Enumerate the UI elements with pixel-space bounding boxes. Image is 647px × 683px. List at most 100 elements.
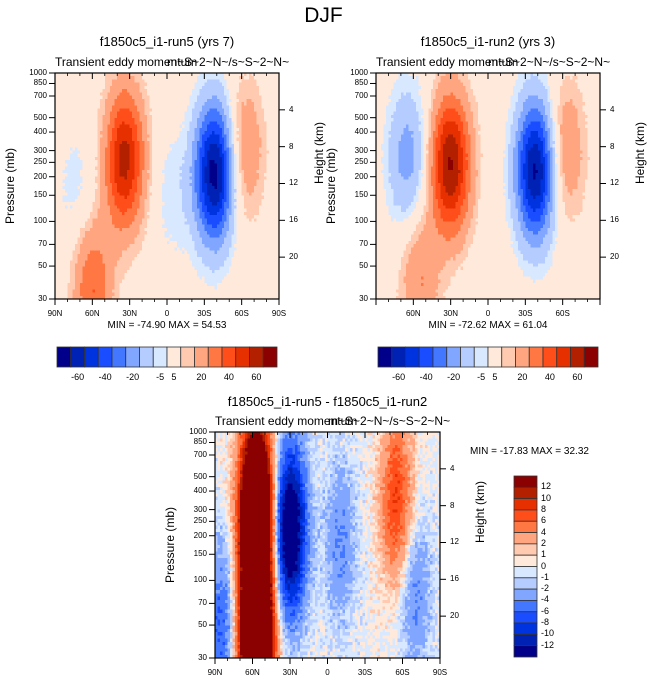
colorbar-label: 40 (544, 372, 555, 382)
y-tick-label: 300 (354, 145, 368, 155)
colorbar-box (513, 611, 538, 624)
y-right-tick-label: 20 (610, 252, 619, 262)
y-tick-label: 850 (33, 78, 47, 88)
y-right-tick-label: 12 (610, 178, 619, 188)
y-right-tick-label: 16 (450, 574, 459, 584)
colorbar-label: 8 (541, 503, 547, 514)
y-tick-label: 70 (38, 239, 47, 249)
colorbar-box (513, 645, 538, 658)
x-tick-label: 90S (271, 309, 287, 318)
colorbar-label: 1 (541, 549, 547, 560)
y-tick-label: 250 (33, 157, 47, 167)
y-tick-label: 70 (198, 598, 207, 608)
colorbar-label: -2 (541, 583, 550, 594)
colorbar-box (513, 486, 538, 500)
x-tick-label: 60S (395, 668, 410, 677)
x-tick-label: 60S (234, 309, 249, 318)
colorbar-label: -6 (541, 605, 550, 616)
left-string: Transient eddy momentum (376, 55, 519, 69)
colorbar-box (513, 475, 538, 488)
colorbar-label: 40 (223, 372, 234, 382)
colorbar-label: -40 (419, 372, 433, 382)
x-tick-label: 0 (325, 668, 330, 677)
y-right-tick-label: 20 (450, 611, 459, 621)
y-tick-label: 500 (193, 471, 207, 481)
colorbar-box (513, 498, 538, 511)
y-tick-label: 1000 (189, 427, 207, 436)
x-tick-label: 90S (432, 668, 448, 677)
y-right-tick-label: 8 (289, 141, 294, 151)
x-tick-label: 60N (405, 309, 421, 318)
colorbar-box (513, 554, 538, 567)
colorbar-label: -4 (541, 594, 550, 605)
units-string: m~S~2~N~/s~S~2~N~ (167, 55, 290, 69)
y-tick-label: 400 (33, 127, 47, 137)
colorbar-label: -5 (156, 372, 165, 382)
y-tick-label: 1000 (29, 68, 47, 77)
main-title: DJF (304, 4, 343, 27)
y-tick-label: 700 (33, 90, 47, 100)
y-tick-label: 30 (38, 294, 47, 303)
left-string: Transient eddy momentum (55, 55, 198, 69)
y-tick-label: 100 (33, 216, 47, 226)
y-right-tick-label: 8 (450, 500, 455, 510)
y-right-tick-label: 16 (289, 215, 298, 225)
y-tick-label: 700 (354, 90, 368, 100)
colorbar-label: 60 (251, 372, 262, 382)
colorbar-box (513, 532, 538, 545)
colorbar-label: -20 (126, 372, 140, 382)
colorbar-box (513, 622, 538, 635)
x-tick-label: 30N (122, 309, 137, 318)
y-tick-label: 200 (193, 530, 207, 540)
y-tick-label: 850 (193, 437, 207, 447)
y-tick-label: 700 (193, 449, 207, 459)
y-right-tick-label: 12 (289, 178, 298, 188)
y-tick-label: 250 (193, 516, 207, 526)
colorbar-box (513, 509, 538, 522)
y-tick-label: 100 (354, 216, 368, 226)
y-right-tick-label: 8 (610, 141, 615, 151)
colorbar-label: -1 (541, 571, 550, 582)
colorbar-label: 5 (171, 372, 177, 382)
y-right-tick-label: 4 (450, 463, 455, 473)
colorbar-label: 20 (517, 372, 528, 382)
field-cells (55, 73, 280, 300)
colorbar-label: -12 (541, 639, 555, 650)
y-tick-label: 30 (359, 294, 368, 303)
x-tick-label: 30S (357, 668, 373, 677)
colorbar-label: -5 (477, 372, 486, 382)
field-cells (215, 432, 441, 659)
y-tick-label: 200 (354, 171, 368, 181)
y-tick-label: 400 (193, 486, 207, 496)
y-tick-label: 500 (33, 112, 47, 122)
colorbar-label: 4 (541, 526, 547, 537)
x-tick-label: 0 (164, 309, 170, 318)
y-tick-label: 50 (198, 620, 207, 630)
colorbar-label: 12 (541, 481, 552, 492)
min-max-label: MIN = -74.90 MAX = 54.53 (107, 320, 227, 331)
y-tick-label: 50 (359, 261, 368, 271)
x-tick-label: 90N (207, 668, 223, 677)
y-tick-label: 500 (354, 112, 368, 122)
colorbar-label: -60 (71, 372, 85, 382)
y-tick-label: 50 (38, 261, 47, 271)
colorbar-box (513, 543, 538, 556)
x-tick-label: 60N (84, 309, 100, 318)
colorbar-box (262, 346, 278, 368)
colorbar-label: 60 (572, 372, 583, 382)
y-tick-label: 150 (354, 190, 368, 200)
x-tick-label: 30S (518, 309, 533, 318)
min-max-label: MIN = -17.83 MAX = 32.32 (470, 446, 589, 457)
y-tick-label: 1000 (350, 68, 368, 77)
y-tick-label: 200 (33, 171, 47, 181)
y-tick-label: 300 (33, 145, 47, 155)
colorbar-box (583, 346, 599, 368)
y-tick-label: 150 (193, 549, 207, 559)
colorbar-box (513, 633, 538, 647)
